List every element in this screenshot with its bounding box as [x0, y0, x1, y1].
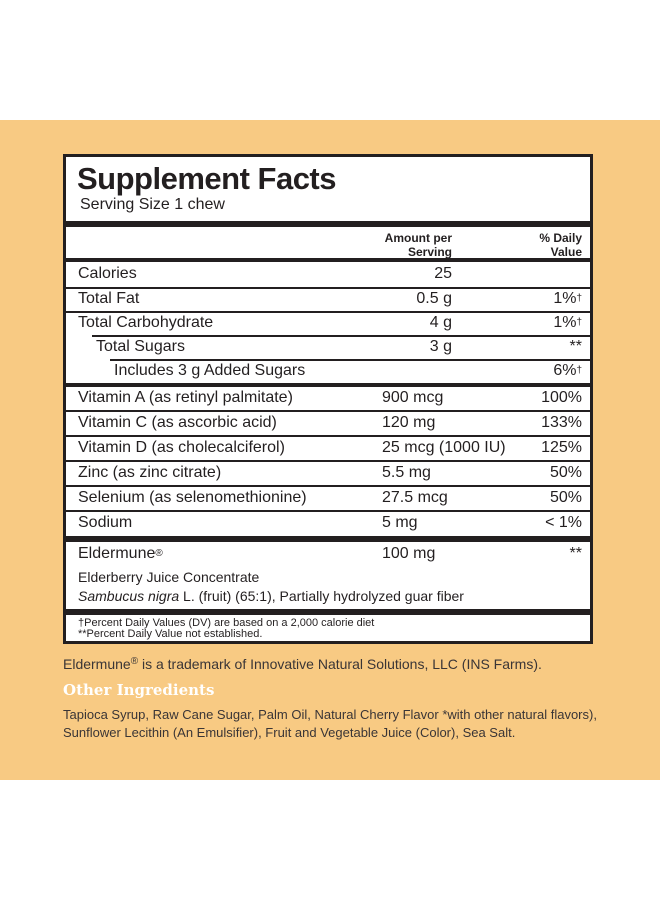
supplement-facts-panel: Supplement Facts Serving Size 1 chew Amo… — [63, 154, 593, 644]
other-ingredients-text: Tapioca Syrup, Raw Cane Sugar, Palm Oil,… — [63, 707, 597, 740]
nutrient-name: Zinc (as zinc citrate) — [78, 464, 222, 481]
row-divider — [110, 359, 590, 361]
botanical-name: Sambucus nigra — [78, 588, 180, 604]
row-divider — [66, 435, 590, 437]
nutrient-amount: 4 g — [429, 314, 452, 331]
ingredient-amount: 100 mg — [382, 545, 436, 562]
registered-mark: ® — [130, 656, 139, 667]
row-divider — [66, 460, 590, 462]
nutrient-dv: 1%† — [553, 314, 582, 332]
serving-size: Serving Size 1 chew — [80, 196, 225, 213]
row-divider — [66, 410, 590, 412]
footnote-dv: †Percent Daily Values (DV) are based on … — [78, 617, 375, 629]
trademark-notice: Eldermune® is a trademark of Innovative … — [63, 656, 542, 672]
nutrient-name: Total Fat — [78, 290, 140, 307]
nutrient-amount: 25 mcg (1000 IU) — [382, 439, 506, 456]
nutrient-dv: 133% — [541, 414, 582, 431]
nutrient-name: Selenium (as selenomethionine) — [78, 489, 307, 506]
dv-footnote-mark: † — [576, 317, 582, 328]
row-divider — [66, 311, 590, 313]
dv-header-line-2: Value — [550, 245, 582, 259]
registered-mark: ® — [155, 548, 163, 559]
trademark-text: is a trademark of Innovative Natural Sol… — [138, 656, 542, 672]
trademark-name: Eldermune — [63, 656, 131, 672]
nutrient-amount: 27.5 mcg — [382, 489, 448, 506]
facts-title: Supplement Facts — [77, 161, 337, 196]
nutrient-name: Includes 3 g Added Sugars — [114, 362, 306, 379]
nutrient-name: Vitamin A (as retinyl palmitate) — [78, 389, 293, 406]
amount-column-header: Amount per Serving — [385, 231, 452, 259]
nutrient-dv: 1%† — [553, 290, 582, 308]
divider-thick — [66, 536, 590, 542]
dv-footnote-mark: † — [576, 365, 582, 376]
dv-header-line-1: % Daily — [539, 231, 582, 245]
amount-header-line-2: Serving — [407, 245, 452, 259]
source-detail: L. (fruit) (65:1), Partially hydrolyzed … — [179, 588, 464, 604]
divider-thick — [66, 221, 590, 227]
nutrient-name: Total Carbohydrate — [78, 314, 214, 331]
nutrient-dv: 100% — [541, 389, 582, 406]
other-ingredients-title: Other Ingredients — [63, 681, 215, 699]
nutrient-dv: 50% — [549, 464, 582, 481]
divider-thick — [66, 609, 590, 615]
nutrient-name: Total Sugars — [96, 338, 185, 355]
nutrient-name: Calories — [78, 265, 137, 282]
nutrient-amount: 5.5 mg — [382, 464, 431, 481]
ingredient-dv: ** — [569, 545, 582, 562]
eldermune-description: Elderberry Juice Concentrate — [78, 569, 260, 585]
nutrient-dv: 125% — [541, 439, 582, 456]
nutrient-dv: ** — [569, 338, 582, 355]
nutrient-name: Vitamin C (as ascorbic acid) — [78, 414, 277, 431]
nutrient-amount: 900 mcg — [382, 389, 444, 406]
nutrient-dv: 50% — [549, 489, 582, 506]
nutrient-dv: < 1% — [545, 514, 582, 531]
footnote-not-established: **Percent Daily Value not established. — [78, 628, 263, 640]
dv-value: 6% — [553, 362, 577, 379]
nutrient-amount: 120 mg — [382, 414, 436, 431]
divider-header — [66, 258, 590, 262]
nutrient-amount: 3 g — [429, 338, 452, 355]
nutrient-amount: 0.5 g — [416, 290, 452, 307]
nutrient-dv: 6%† — [553, 362, 582, 380]
eldermune-name: Eldermune — [78, 545, 156, 562]
nutrient-name: Sodium — [78, 514, 133, 531]
nutrient-amount: 25 — [434, 265, 452, 282]
row-divider — [66, 287, 590, 289]
dv-footnote-mark: † — [576, 293, 582, 304]
ingredient-name: Eldermune® — [78, 545, 163, 563]
dv-value: 1% — [553, 290, 577, 307]
row-divider — [66, 510, 590, 512]
nutrient-amount: 5 mg — [382, 514, 418, 531]
row-divider — [66, 485, 590, 487]
row-divider — [92, 335, 590, 337]
nutrient-name: Vitamin D (as cholecalciferol) — [78, 439, 285, 456]
dv-column-header: % Daily Value — [539, 231, 582, 259]
amount-header-line-1: Amount per — [384, 231, 452, 245]
dv-value: 1% — [553, 314, 577, 331]
eldermune-source: Sambucus nigra L. (fruit) (65:1), Partia… — [78, 588, 464, 605]
row-divider-thick — [66, 383, 590, 387]
